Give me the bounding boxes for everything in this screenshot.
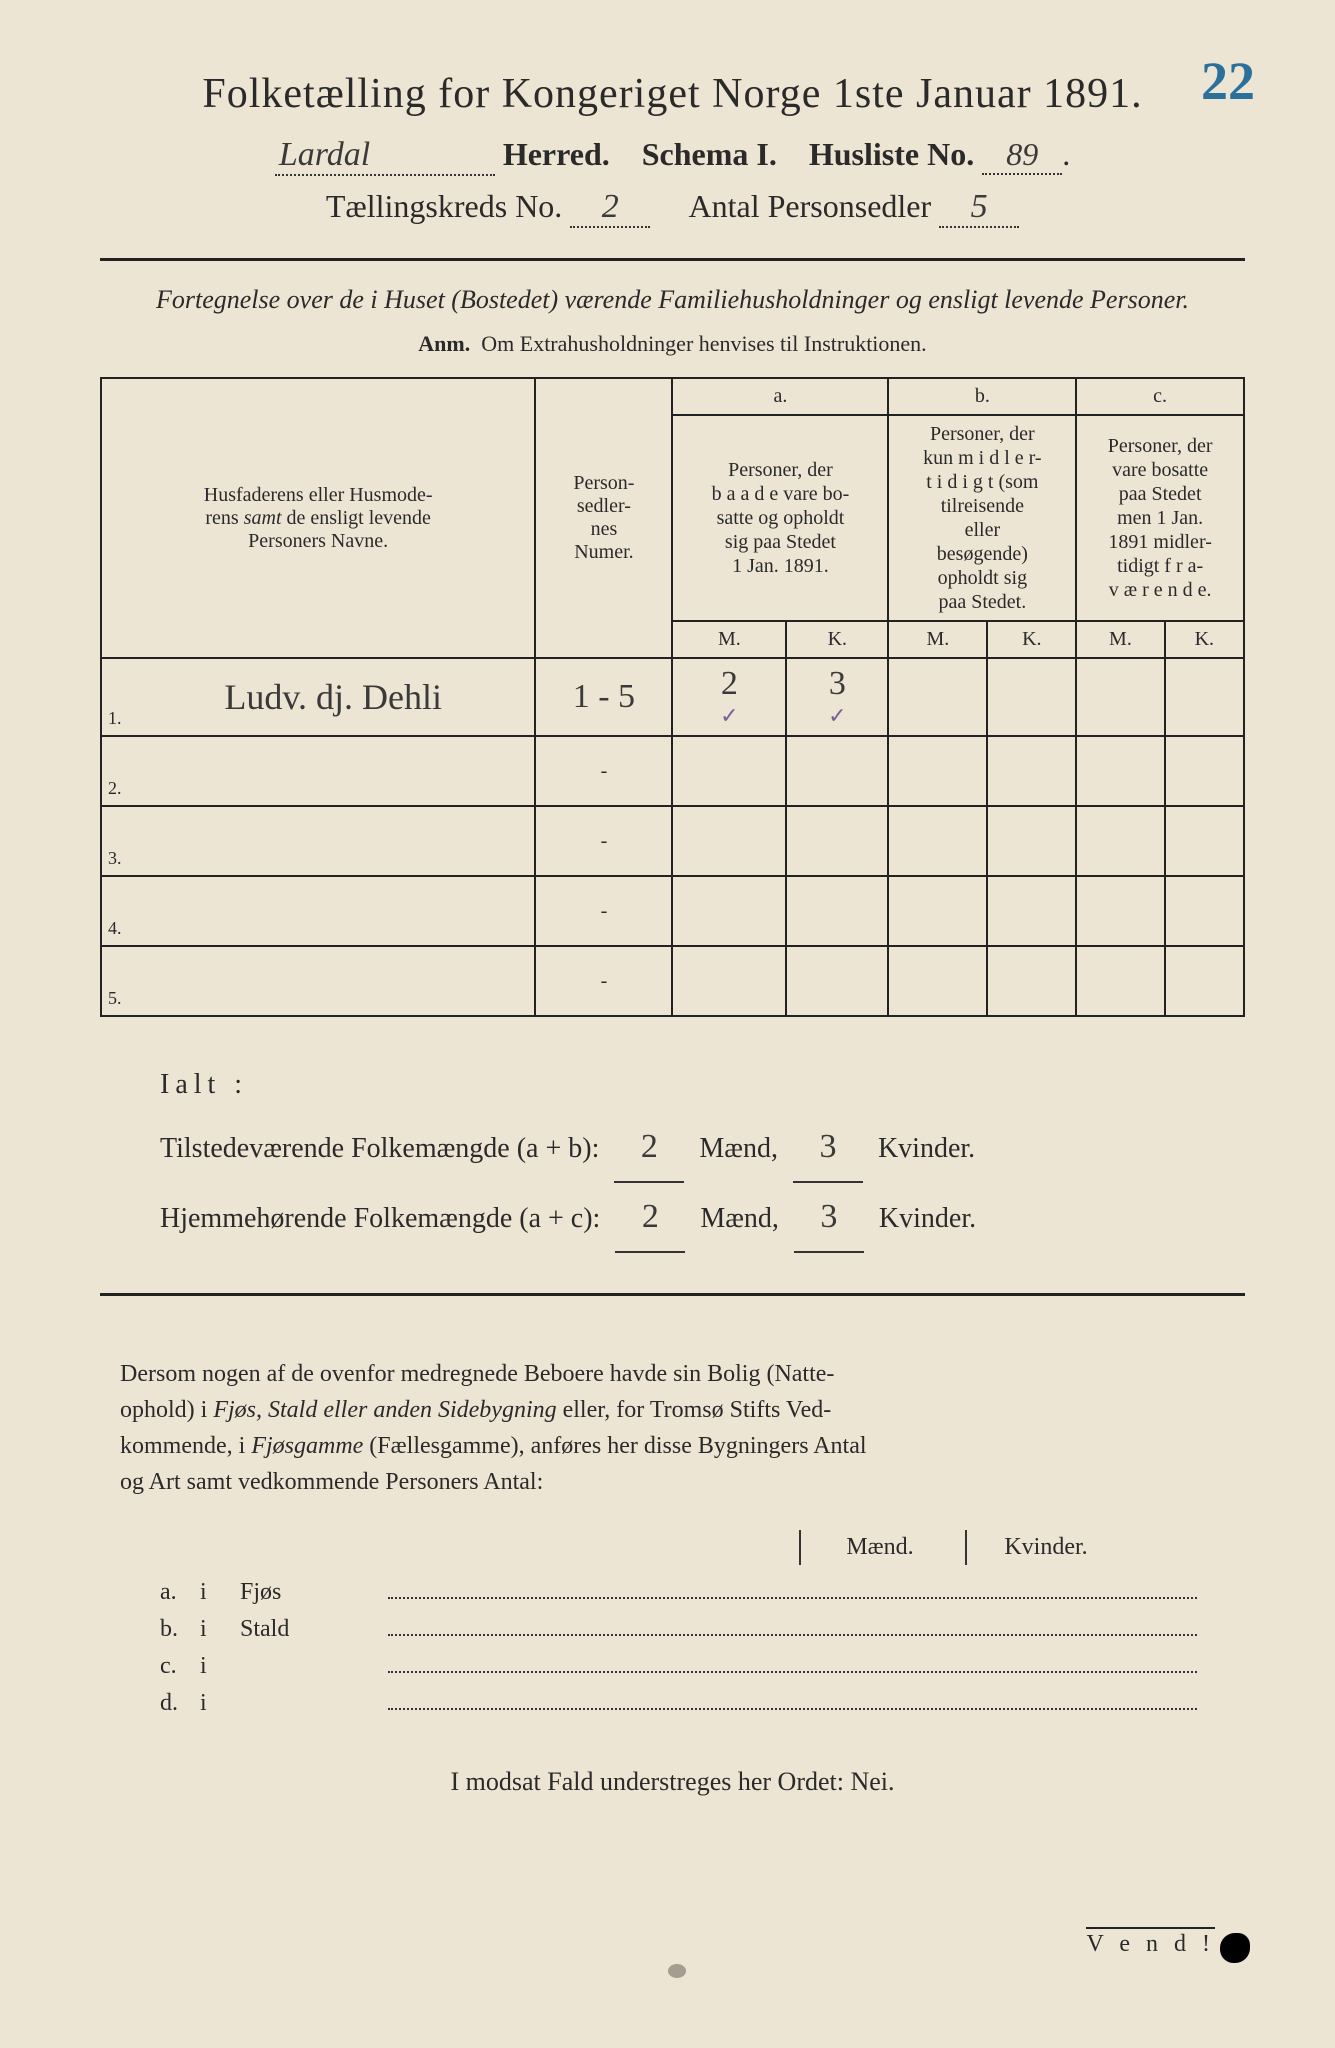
checkmark-icon: ✓: [720, 703, 738, 728]
dotted-line: [388, 1612, 1197, 1636]
row-c-m: [1076, 658, 1164, 736]
smudge-icon: [668, 1964, 686, 1978]
col-b-desc: Personer, derkun m i d l e r-t i d i g t…: [888, 415, 1076, 621]
nei-line: I modsat Fald understreges her Ordet: Ne…: [100, 1767, 1245, 1797]
building-letter: d.: [140, 1690, 200, 1717]
col-c-m: M.: [1076, 621, 1164, 658]
col-a-label: a.: [672, 378, 888, 415]
table-row: 4. -: [101, 876, 1244, 946]
building-letter: a.: [140, 1579, 200, 1606]
maend-label: Mænd,: [700, 1203, 779, 1234]
buildings-maend: Mænd.: [799, 1530, 959, 1565]
row-index: 4.: [108, 918, 122, 939]
col-a-k: K.: [786, 621, 888, 658]
building-row: b. i Stald: [140, 1612, 1205, 1643]
buildings-header: Mænd. Kvinder.: [140, 1530, 1205, 1565]
table-row: 1. Ludv. dj. Dehli 1 - 5 2 ✓ 3 ✓: [101, 658, 1244, 736]
building-paragraph: Dersom nogen af de ovenfor medregnede Be…: [100, 1356, 1245, 1500]
schema-label: Schema I.: [642, 136, 777, 172]
row-num: -: [535, 876, 672, 946]
col-c-label: c.: [1076, 378, 1244, 415]
row-b-k: [987, 658, 1076, 736]
col-a-desc: Personer, derb a a d e vare bo-satte og …: [672, 415, 888, 621]
building-i: i: [200, 1579, 240, 1606]
dotted-line: [388, 1649, 1197, 1673]
antal-label: Antal Personsedler: [689, 188, 932, 224]
subtitle: Fortegnelse over de i Huset (Bostedet) v…: [100, 285, 1245, 315]
kreds-value: 2: [570, 188, 650, 228]
row-a-m: 2: [721, 665, 738, 702]
building-row: a. i Fjøs: [140, 1575, 1205, 1606]
building-letter: c.: [140, 1653, 200, 1680]
tilstede-m: 2: [614, 1113, 684, 1183]
maend-label: Mænd,: [699, 1133, 778, 1164]
building-name: Stald: [240, 1616, 380, 1643]
col-header-num: Person-sedler-nesNumer.: [535, 378, 672, 658]
row-b-m: [888, 658, 987, 736]
col-c-k: K.: [1165, 621, 1244, 658]
header-line-2: Lardal Herred. Schema I. Husliste No. 89…: [100, 136, 1245, 176]
col-header-name: Husfaderens eller Husmode-rens samt de e…: [101, 378, 535, 658]
vend-label: V e n d !: [1086, 1927, 1215, 1958]
hjemme-label: Hjemmehørende Folkemængde (a + c):: [160, 1203, 600, 1234]
hjemme-k: 3: [794, 1183, 864, 1253]
row-index: 1.: [108, 708, 122, 729]
row-num: 1 - 5: [573, 678, 635, 715]
row-num: -: [535, 946, 672, 1016]
col-b-label: b.: [888, 378, 1076, 415]
husliste-value: 89: [982, 136, 1062, 175]
totals-block: Ialt : Tilstedeværende Folkemængde (a + …: [100, 1057, 1245, 1253]
dotted-line: [388, 1575, 1197, 1599]
divider: [100, 258, 1245, 261]
herred-value: Lardal: [275, 136, 495, 176]
row-index: 2.: [108, 778, 122, 799]
row-num: -: [535, 736, 672, 806]
header-line-3: Tællingskreds No. 2 Antal Personsedler 5: [100, 188, 1245, 228]
tilstede-label: Tilstedeværende Folkemængde (a + b):: [160, 1133, 599, 1164]
building-i: i: [200, 1690, 240, 1717]
table-row: 3. -: [101, 806, 1244, 876]
table-row: 5. -: [101, 946, 1244, 1016]
checkmark-icon: ✓: [828, 703, 846, 728]
buildings-block: Mænd. Kvinder. a. i Fjøs b. i Stald c. i…: [100, 1530, 1245, 1717]
census-form-page: 22 Folketælling for Kongeriget Norge 1st…: [0, 0, 1335, 2048]
col-b-m: M.: [888, 621, 987, 658]
building-row: c. i: [140, 1649, 1205, 1680]
kvinder-label: Kvinder.: [879, 1203, 976, 1234]
corner-page-number: 22: [1201, 50, 1255, 112]
building-i: i: [200, 1653, 240, 1680]
kreds-label: Tællingskreds No.: [326, 188, 562, 224]
row-index: 3.: [108, 848, 122, 869]
inkblot-icon: [1220, 1933, 1250, 1963]
census-table: Husfaderens eller Husmode-rens samt de e…: [100, 377, 1245, 1017]
anm-note: Anm. Anm. Om Extrahusholdninger henvises…: [100, 331, 1245, 357]
kvinder-label: Kvinder.: [878, 1133, 975, 1164]
row-a-k: 3: [829, 665, 846, 702]
husliste-label: Husliste No.: [809, 136, 974, 172]
building-row: d. i: [140, 1686, 1205, 1717]
dotted-line: [388, 1686, 1197, 1710]
row-num: -: [535, 806, 672, 876]
ialt-label: Ialt :: [160, 1057, 280, 1113]
divider: [100, 1293, 1245, 1296]
table-row: 2. -: [101, 736, 1244, 806]
tilstede-k: 3: [793, 1113, 863, 1183]
row-index: 5.: [108, 988, 122, 1009]
row-name-value: Ludv. dj. Dehli: [194, 677, 442, 717]
col-c-desc: Personer, dervare bosattepaa Stedetmen 1…: [1076, 415, 1244, 621]
main-title: Folketælling for Kongeriget Norge 1ste J…: [100, 70, 1245, 118]
building-i: i: [200, 1616, 240, 1643]
hjemme-m: 2: [615, 1183, 685, 1253]
antal-value: 5: [939, 188, 1019, 228]
col-a-m: M.: [672, 621, 786, 658]
building-letter: b.: [140, 1616, 200, 1643]
row-c-k: [1165, 658, 1244, 736]
col-b-k: K.: [987, 621, 1076, 658]
herred-label: Herred.: [503, 136, 610, 172]
building-name: Fjøs: [240, 1579, 380, 1606]
buildings-kvinder: Kvinder.: [965, 1530, 1125, 1565]
